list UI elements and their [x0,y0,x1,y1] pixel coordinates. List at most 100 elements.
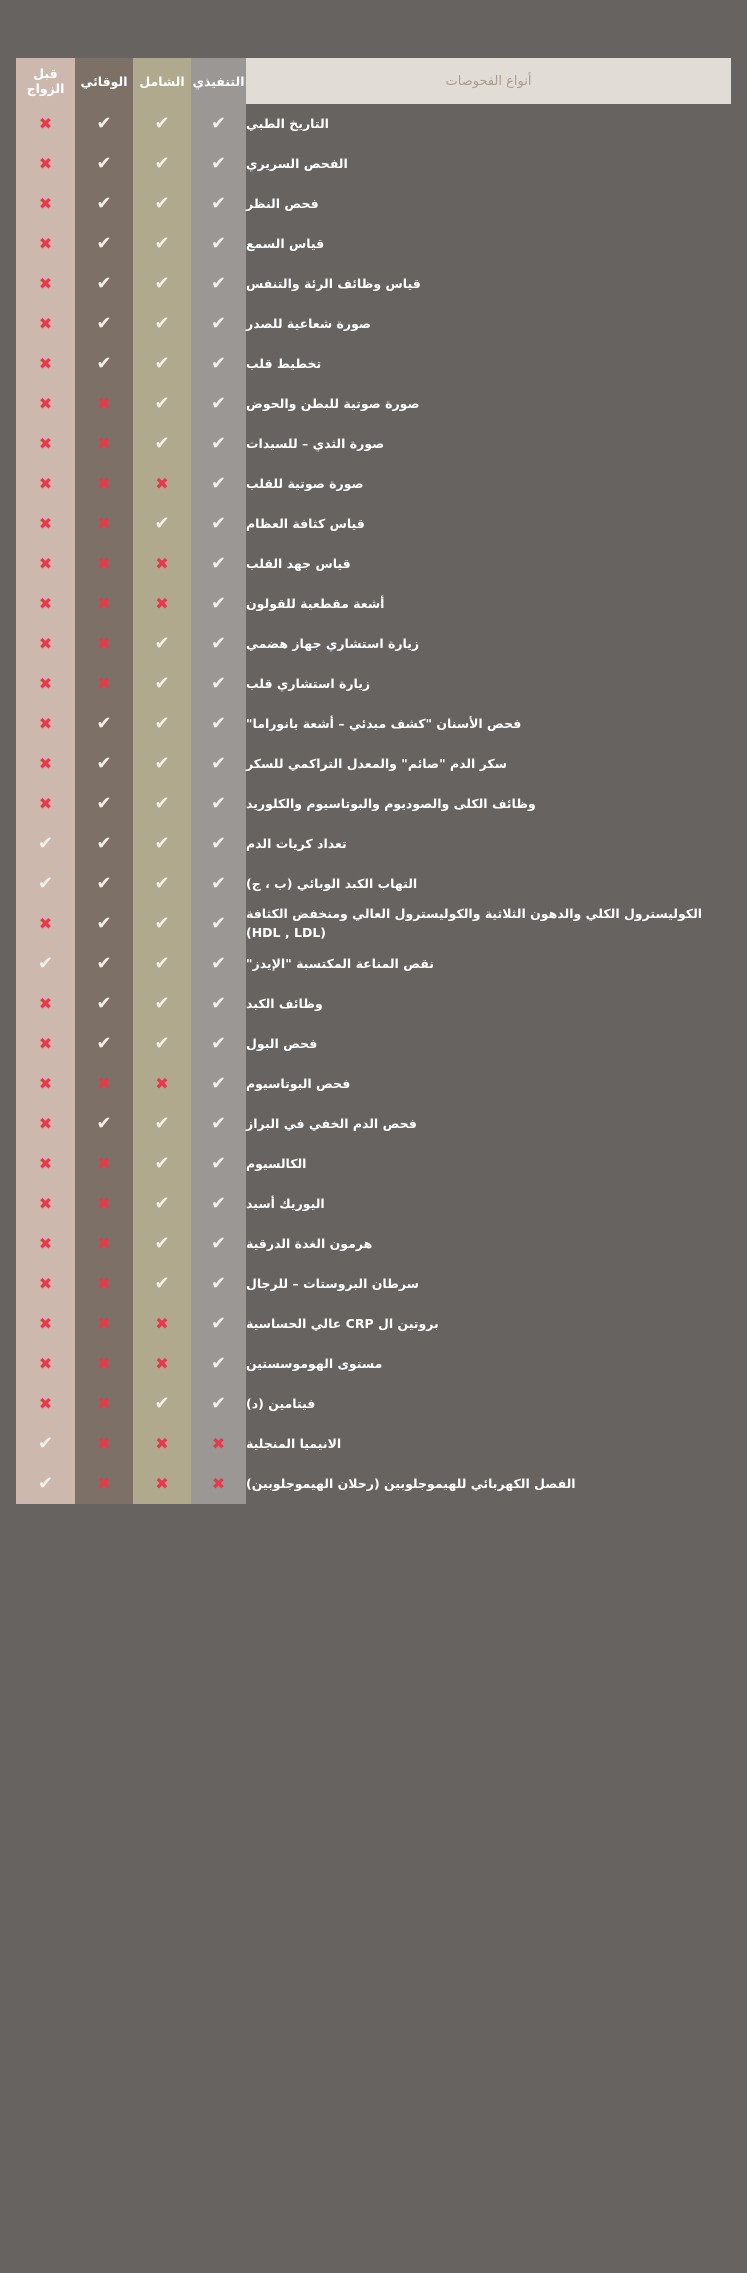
cell-comprehensive: ✔ [133,704,191,744]
cross-icon: ✖ [38,994,53,1013]
cross-icon: ✖ [38,914,53,933]
cell-preventive: ✔ [75,944,133,984]
exam-name-cell: وظائف الكبد [246,984,731,1024]
table-row: وظائف الكلى والصوديوم والبوتاسيوم والكلو… [16,784,731,824]
check-icon: ✔ [96,873,112,894]
cross-icon: ✖ [38,394,53,413]
cell-executive: ✔ [191,384,246,424]
cell-comprehensive: ✖ [133,1064,191,1104]
cell-premarital: ✖ [16,904,75,944]
cross-icon: ✖ [155,1354,169,1373]
cell-comprehensive: ✔ [133,824,191,864]
cross-icon: ✖ [97,1474,111,1493]
cross-icon: ✖ [97,1354,111,1373]
exam-name-cell: الفصل الكهربائي للهيموجلوبين (رحلان الهي… [246,1464,731,1504]
cell-premarital: ✖ [16,264,75,304]
check-icon: ✔ [210,713,227,734]
cell-preventive: ✖ [75,504,133,544]
cell-preventive: ✖ [75,1144,133,1184]
table-row: سرطان البروستات – للرجال ✔ ✔ ✖ ✖ [16,1264,731,1304]
cell-premarital: ✖ [16,624,75,664]
check-icon: ✔ [96,1033,112,1054]
check-icon: ✔ [96,793,112,814]
cell-executive: ✔ [191,1344,246,1384]
cross-icon: ✖ [38,1034,53,1053]
check-icon: ✔ [154,433,170,454]
cell-comprehensive: ✔ [133,984,191,1024]
table-row: بروتين ال CRP عالي الحساسية ✔ ✖ ✖ ✖ [16,1304,731,1344]
table-row: نقص المناعة المكتسبة "الإيدز" ✔ ✔ ✔ ✔ [16,944,731,984]
cross-icon: ✖ [97,1154,111,1173]
exam-name-cell: الانيميا المنجلية [246,1424,731,1464]
table-row: سكر الدم "صائم" والمعدل التراكمي للسكر ✔ ✔… [16,744,731,784]
cell-preventive: ✔ [75,864,133,904]
cell-executive: ✔ [191,464,246,504]
cell-executive: ✔ [191,584,246,624]
exam-name-cell: الكالسيوم [246,1144,731,1184]
exam-name-cell: بروتين ال CRP عالي الحساسية [246,1304,731,1344]
check-icon: ✔ [210,1033,227,1054]
check-icon: ✔ [154,233,170,254]
cross-icon: ✖ [38,1194,53,1213]
cell-comprehensive: ✔ [133,664,191,704]
exam-name-cell: أشعة مقطعية للقولون [246,584,731,624]
cell-comprehensive: ✔ [133,904,191,944]
column-header-comprehensive: الشامل [133,58,191,104]
cell-comprehensive: ✔ [133,1384,191,1424]
check-icon: ✔ [154,993,170,1014]
check-icon: ✔ [37,1473,54,1494]
cell-executive: ✔ [191,304,246,344]
exam-name-cell: قياس السمع [246,224,731,264]
cell-preventive: ✔ [75,784,133,824]
exam-name-cell: سكر الدم "صائم" والمعدل التراكمي للسكر [246,744,731,784]
cross-icon: ✖ [97,594,111,613]
table-row: تعداد كريات الدم ✔ ✔ ✔ ✔ [16,824,731,864]
table-row: الكالسيوم ✔ ✔ ✖ ✖ [16,1144,731,1184]
cell-comprehensive: ✖ [133,1344,191,1384]
exam-name-cell: سرطان البروستات – للرجال [246,1264,731,1304]
cell-comprehensive: ✖ [133,544,191,584]
cell-comprehensive: ✔ [133,304,191,344]
cross-icon: ✖ [38,274,53,293]
cell-preventive: ✔ [75,744,133,784]
check-icon: ✔ [96,353,112,374]
check-icon: ✔ [210,1353,227,1374]
cross-icon: ✖ [38,634,53,653]
cell-preventive: ✖ [75,424,133,464]
exam-name-cell: الفحص السريري [246,144,731,184]
column-header-exam-types: أنواع الفحوصات [246,58,731,104]
cell-premarital: ✔ [16,824,75,864]
cell-comprehensive: ✔ [133,104,191,144]
table-row: التهاب الكبد الوبائي (ب ، ج) ✔ ✔ ✔ ✔ [16,864,731,904]
table-row: قياس جهد القلب ✔ ✖ ✖ ✖ [16,544,731,584]
cell-preventive: ✔ [75,1024,133,1064]
cell-preventive: ✔ [75,144,133,184]
cell-executive: ✔ [191,1184,246,1224]
cell-preventive: ✔ [75,184,133,224]
check-icon: ✔ [96,953,112,974]
cell-executive: ✔ [191,544,246,584]
cell-comprehensive: ✖ [133,1304,191,1344]
check-icon: ✔ [37,873,54,894]
cross-icon: ✖ [38,114,53,133]
table-row: فحص الدم الخفي في البراز ✔ ✔ ✔ ✖ [16,1104,731,1144]
cell-preventive: ✖ [75,1344,133,1384]
check-icon: ✔ [37,833,54,854]
cell-premarital: ✖ [16,464,75,504]
table-row: فحص البوتاسيوم ✔ ✖ ✖ ✖ [16,1064,731,1104]
cross-icon: ✖ [97,1074,111,1093]
check-icon: ✔ [154,713,170,734]
cell-executive: ✔ [191,1224,246,1264]
check-icon: ✔ [210,1393,227,1414]
cross-icon: ✖ [38,1114,53,1133]
cell-executive: ✔ [191,784,246,824]
exam-name-cell: صورة صوتية للبطن والحوض [246,384,731,424]
cell-comprehensive: ✖ [133,464,191,504]
exam-name-cell: فحص الأسنان "كشف مبدئي – أشعة بانوراما" [246,704,731,744]
cell-premarital: ✔ [16,1464,75,1504]
cell-preventive: ✖ [75,544,133,584]
cell-premarital: ✖ [16,1064,75,1104]
cell-preventive: ✖ [75,1424,133,1464]
table-row: مستوى الهوموسستين ✔ ✖ ✖ ✖ [16,1344,731,1384]
table-row: فحص الأسنان "كشف مبدئي – أشعة بانوراما" ✔… [16,704,731,744]
